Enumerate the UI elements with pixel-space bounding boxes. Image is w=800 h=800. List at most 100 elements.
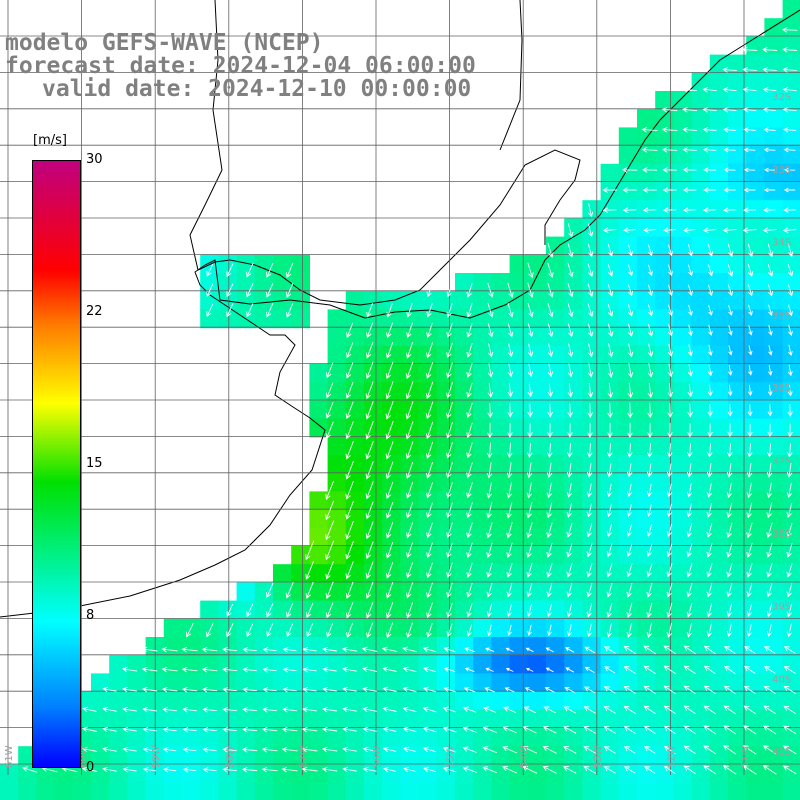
speed-cell [345,473,365,492]
speed-cell [564,455,583,474]
wind-arrow [743,207,757,213]
speed-cell [691,109,711,128]
speed-cell [309,673,329,693]
wind-arrow [425,421,434,440]
wind-arrow [644,766,656,774]
wind-arrow [482,746,497,754]
wind-arrow [506,583,513,598]
speed-cell [691,273,711,292]
speed-cell [509,746,529,765]
speed-cell [728,182,747,201]
latitude-label: 36S [772,383,791,394]
wind-arrow [345,480,354,500]
speed-cell [564,637,583,656]
wind-arrow [587,263,594,278]
speed-cell [764,91,784,110]
wind-arrow [782,46,798,53]
speed-cell [673,127,693,147]
speed-cell [327,546,347,565]
model-title: modelo GEFS-WAVE (NCEP) [5,30,324,56]
speed-cell [691,637,711,656]
speed-cell [782,291,800,310]
speed-cell [709,145,729,165]
speed-cell [764,364,784,383]
speed-cell [746,72,765,92]
wind-arrow [627,323,634,338]
speed-cell [691,527,711,547]
wind-arrow [246,263,254,278]
speed-cell [546,400,565,420]
wind-arrow [281,746,298,753]
wind-arrow [663,745,676,754]
speed-cell [746,36,765,56]
latitude-label: 39S [772,602,791,613]
speed-cell [618,600,638,620]
speed-cell [400,782,420,800]
wind-arrow [724,665,736,674]
wind-arrow [242,666,257,673]
wind-arrow [702,227,717,233]
speed-cell [18,764,37,784]
wind-arrow [766,462,773,478]
speed-cell [764,18,784,37]
wind-arrow [666,443,673,458]
wind-arrow [503,706,517,714]
speed-cell [364,364,383,383]
speed-cell [527,527,547,547]
speed-cell [564,273,583,292]
wind-arrow [487,323,494,338]
wind-arrow [486,522,493,539]
wind-arrow [787,304,793,317]
wind-arrow [663,665,676,675]
speed-cell [200,691,219,711]
wind-arrow [744,646,756,654]
wind-arrow [646,563,653,578]
speed-cell [600,728,620,747]
wind-arrow [346,622,354,638]
speed-cell [746,382,765,401]
wind-arrow [466,482,473,499]
speed-cell [473,491,492,511]
speed-cell [637,491,656,511]
speed-cell [455,709,474,729]
wind-arrow [366,322,374,339]
speed-cell [782,254,800,274]
wind-arrow [606,463,613,478]
speed-cell [600,655,620,674]
wind-arrow [727,264,734,277]
wind-arrow [342,766,357,773]
wind-arrow [587,402,593,418]
speed-cell [546,637,565,656]
speed-cell [709,309,729,329]
speed-cell [618,473,638,492]
speed-cell [291,600,310,620]
wind-arrow [723,725,737,735]
speed-cell [709,764,729,784]
wind-arrow [102,766,117,773]
wind-arrow [466,342,473,358]
wind-arrow [766,482,773,499]
speed-cell [637,418,656,438]
wind-arrow [707,364,713,377]
speed-cell [491,364,511,383]
wind-arrow [542,726,557,734]
wind-arrow [342,686,357,693]
speed-cell [655,691,674,711]
speed-cell [509,345,529,365]
speed-cell [582,291,602,310]
speed-cell [327,491,347,511]
speed-cell [163,673,183,693]
speed-cell [746,655,765,674]
wind-arrow [746,563,753,578]
wind-arrow [442,766,457,773]
speed-cell [655,291,674,310]
speed-cell [491,637,511,656]
speed-cell [637,200,656,219]
speed-cell [291,254,310,274]
speed-cell [509,691,529,711]
speed-cell [345,418,365,438]
wind-arrow [747,263,754,277]
speed-cell [527,345,547,365]
wind-arrow [626,583,633,598]
speed-cell [691,746,711,765]
